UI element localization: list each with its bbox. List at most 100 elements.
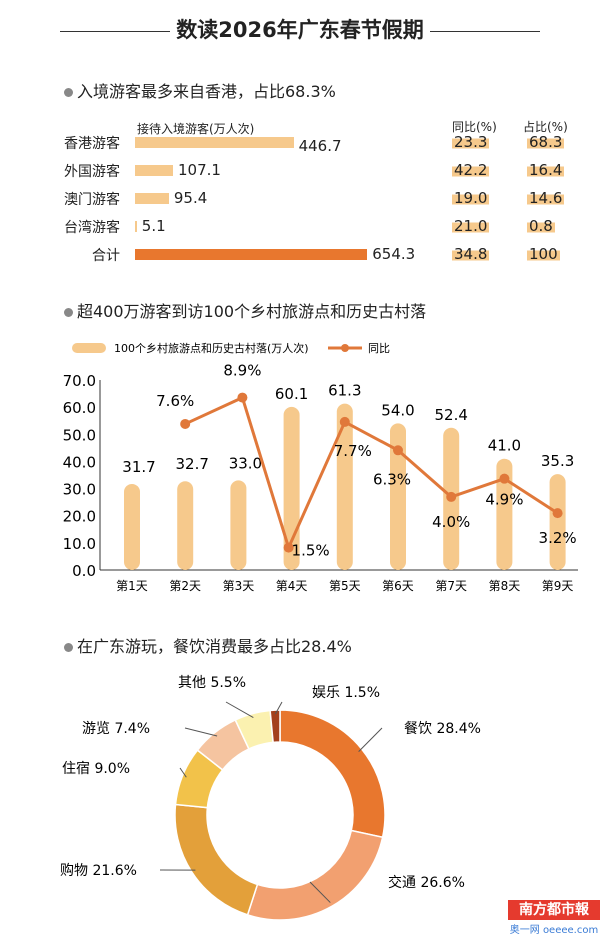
leader-line	[226, 702, 253, 718]
line-point	[393, 445, 403, 455]
bar-value-label: 52.4	[434, 406, 467, 424]
heading-text: 入境游客最多来自香港，占比68.3%	[77, 82, 336, 101]
y-tick-label: 40.0	[63, 453, 96, 471]
col-header-visitors: 接待入境游客(万人次)	[137, 120, 254, 137]
bar-value-label: 41.0	[488, 437, 521, 455]
line-value-label: 4.9%	[485, 491, 523, 509]
slice-label: 游览 7.4%	[82, 721, 150, 737]
bar	[230, 480, 246, 570]
bar	[135, 249, 367, 260]
bar-value-label: 35.3	[541, 452, 574, 470]
row-share: 0.8	[527, 217, 555, 235]
x-tick-label: 第5天	[329, 579, 361, 593]
y-tick-label: 30.0	[63, 481, 96, 499]
section3-heading: 在广东游玩，餐饮消费最多占比28.4%	[64, 633, 352, 657]
row-yoy: 34.8	[452, 245, 489, 263]
x-tick-label: 第4天	[276, 579, 308, 593]
row-label: 合计	[30, 245, 120, 265]
line-value-label: 6.3%	[373, 470, 411, 488]
row-yoy: 19.0	[452, 189, 489, 207]
bar	[124, 484, 140, 570]
x-tick-label: 第6天	[382, 579, 414, 593]
legend-bar-swatch	[72, 343, 106, 353]
line-value-label: 1.5%	[292, 542, 330, 560]
row-share: 14.6	[527, 189, 564, 207]
bar	[177, 481, 193, 570]
donut-slice	[175, 804, 257, 914]
row-value: 654.3	[372, 245, 415, 263]
bar	[550, 474, 566, 570]
bar	[337, 404, 353, 570]
legend-bar-label: 100个乡村旅游点和历史古村落(万人次)	[114, 341, 309, 355]
legend-line-marker	[341, 344, 349, 352]
line-value-label: 3.2%	[539, 529, 577, 547]
row-label: 香港游客	[30, 133, 120, 153]
divider	[430, 31, 540, 32]
bullet-icon	[64, 88, 73, 97]
slice-label: 其他 5.5%	[178, 675, 246, 691]
slice-label: 交通 26.6%	[388, 874, 465, 891]
page-title: 数读2026年广东春节假期	[0, 14, 600, 44]
bar	[135, 137, 294, 148]
line-point	[237, 393, 247, 403]
spending-donut-chart: 餐饮 28.4% 交通 26.6% 购物 21.6% 住宿 9.0% 游览 7.4% 其他…	[0, 660, 600, 935]
bar-value-label: 61.3	[328, 382, 361, 400]
bar	[135, 193, 169, 204]
line-point	[180, 419, 190, 429]
newspaper-logo: 南方都市報	[508, 900, 600, 920]
x-tick-label: 第3天	[223, 579, 255, 593]
row-label: 澳门游客	[30, 189, 120, 209]
bullet-icon	[64, 643, 73, 652]
row-label: 台湾游客	[30, 217, 120, 237]
divider	[60, 31, 170, 32]
section2-heading: 超400万游客到访100个乡村旅游点和历史古村落	[64, 298, 426, 322]
line-value-label: 4.0%	[432, 513, 470, 531]
row-label: 外国游客	[30, 161, 120, 181]
bar-value-label: 54.0	[381, 401, 414, 419]
line-point	[499, 474, 509, 484]
daily-visitors-chart: 100个乡村旅游点和历史古村落(万人次)同比0.010.020.030.040.…	[0, 325, 600, 610]
row-value: 5.1	[142, 217, 166, 235]
line-point	[340, 417, 350, 427]
row-share: 68.3	[527, 133, 564, 151]
line-value-label: 8.9%	[223, 362, 261, 380]
bullet-icon	[64, 308, 73, 317]
bar	[135, 165, 173, 176]
bar-value-label: 60.1	[275, 385, 308, 403]
x-tick-label: 第8天	[489, 579, 521, 593]
y-tick-label: 10.0	[63, 535, 96, 553]
line-value-label: 7.6%	[156, 392, 194, 410]
x-tick-label: 第7天	[435, 579, 467, 593]
heading-text: 在广东游玩，餐饮消费最多占比28.4%	[77, 637, 352, 656]
x-tick-label: 第2天	[169, 579, 201, 593]
row-share: 100	[527, 245, 560, 263]
line-point	[553, 508, 563, 518]
donut-slice	[280, 710, 385, 837]
donut-slice	[248, 830, 383, 920]
heading-text: 超400万游客到访100个乡村旅游点和历史古村落	[77, 302, 426, 321]
slice-label: 餐饮 28.4%	[404, 721, 481, 737]
row-share: 16.4	[527, 161, 564, 179]
slice-label: 娱乐 1.5%	[312, 685, 380, 701]
row-value: 107.1	[178, 161, 221, 179]
line-point	[446, 492, 456, 502]
row-yoy: 21.0	[452, 217, 489, 235]
line-value-label: 7.7%	[334, 442, 372, 460]
leader-line	[185, 728, 217, 736]
slice-label: 住宿 9.0%	[62, 760, 130, 777]
leader-line	[359, 728, 382, 752]
site-logo: 奥一网 oeeee.com	[508, 921, 600, 936]
row-value: 95.4	[174, 189, 207, 207]
row-yoy: 23.3	[452, 133, 489, 151]
y-tick-label: 50.0	[63, 426, 96, 444]
x-tick-label: 第9天	[542, 579, 574, 593]
x-tick-label: 第1天	[116, 579, 148, 593]
bar	[135, 221, 137, 232]
bar-value-label: 32.7	[175, 455, 208, 473]
y-tick-label: 20.0	[63, 508, 96, 526]
y-tick-label: 70.0	[63, 372, 96, 390]
bar-value-label: 33.0	[229, 454, 262, 472]
y-tick-label: 60.0	[63, 399, 96, 417]
section1-heading: 入境游客最多来自香港，占比68.3%	[64, 78, 336, 102]
slice-label: 购物 21.6%	[60, 863, 137, 879]
